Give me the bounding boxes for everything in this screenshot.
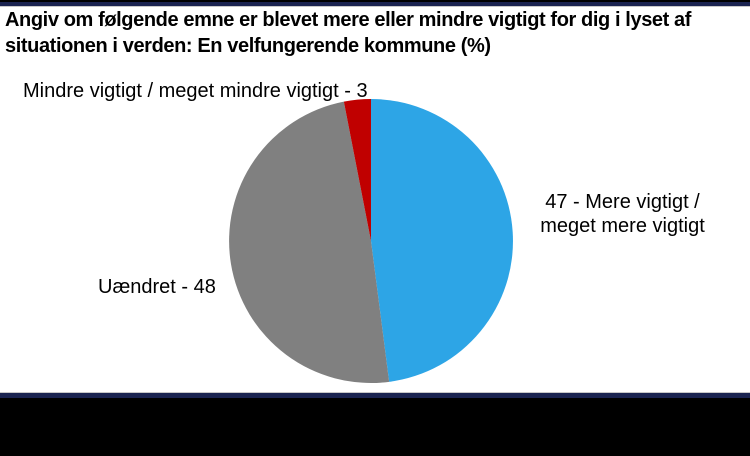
- top-accent-bar: [0, 2, 750, 6]
- pie-label-mindre-vigtigt: Mindre vigtigt / meget mindre vigtigt - …: [23, 80, 368, 102]
- pie-label-mere-vigtigt-line2: meget mere vigtigt: [540, 215, 705, 237]
- pie-slice-3: [343, 99, 371, 241]
- footer-bar: [0, 398, 750, 456]
- pie-slice-1: [371, 99, 513, 382]
- bottom-divider-line: [0, 392, 750, 393]
- top-divider-line: [0, 6, 750, 7]
- chart-title: Angiv om følgende emne er blevet mere el…: [5, 7, 747, 59]
- chart-title-line1: Angiv om følgende emne er blevet mere el…: [5, 9, 692, 31]
- chart-title-line2: situationen i verden: En velfungerende k…: [5, 35, 491, 57]
- pie-slice-2: [229, 101, 390, 383]
- pie-label-mere-vigtigt-line1: 47 - Mere vigtigt /: [545, 191, 700, 213]
- pie-label-mere-vigtigt: 47 - Mere vigtigt / meget mere vigtigt: [505, 190, 740, 238]
- pie-label-uaendret: Uændret - 48: [98, 276, 216, 298]
- top-black-edge: [0, 0, 750, 2]
- bottom-accent-bar: [0, 393, 750, 398]
